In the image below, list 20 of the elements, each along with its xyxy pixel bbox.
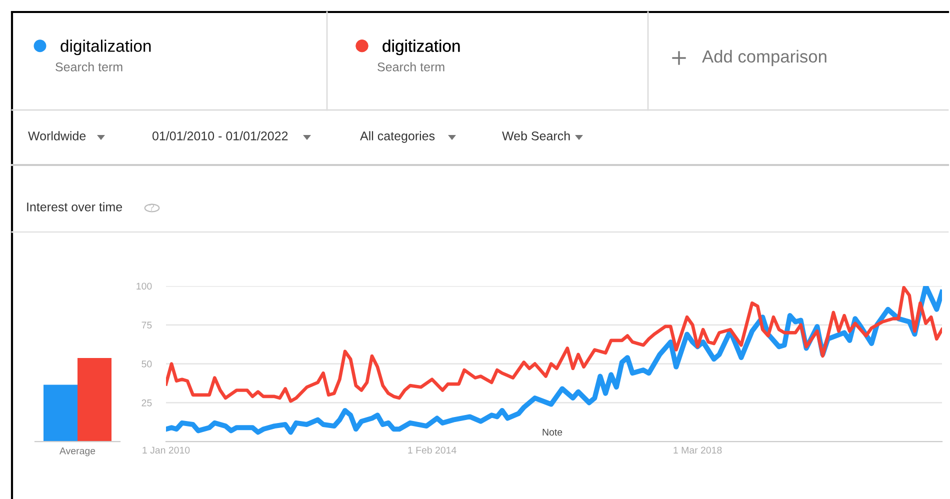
annotation: Note — [542, 428, 562, 436]
text: Worldwide — [28, 131, 86, 140]
line-series — [166, 286, 942, 403]
chart-title: Interest over time — [27, 202, 122, 212]
text: All categories — [360, 131, 435, 143]
x-tick-label: 1 Feb 2014 — [408, 446, 456, 454]
y-tick-label: 100 — [136, 282, 152, 290]
text: 01/01/2010 - 01/01/2022 — [152, 131, 288, 140]
y-tick-label: 50 — [142, 360, 152, 368]
legend-label: digitization — [382, 40, 460, 56]
x-tick-label: Average — [60, 448, 96, 456]
y-tick-label: 75 — [142, 322, 152, 329]
text: Web Search — [502, 131, 570, 140]
text: Search term — [56, 62, 122, 72]
x-tick-label: 1 Mar 2018 — [674, 446, 722, 454]
y-tick-label: 25 — [142, 399, 152, 406]
text: Search term — [378, 62, 444, 72]
x-tick-label: 1 Jan 2010 — [142, 446, 190, 454]
text: Add comparison — [702, 50, 826, 66]
legend-label: digitalization — [60, 40, 151, 56]
